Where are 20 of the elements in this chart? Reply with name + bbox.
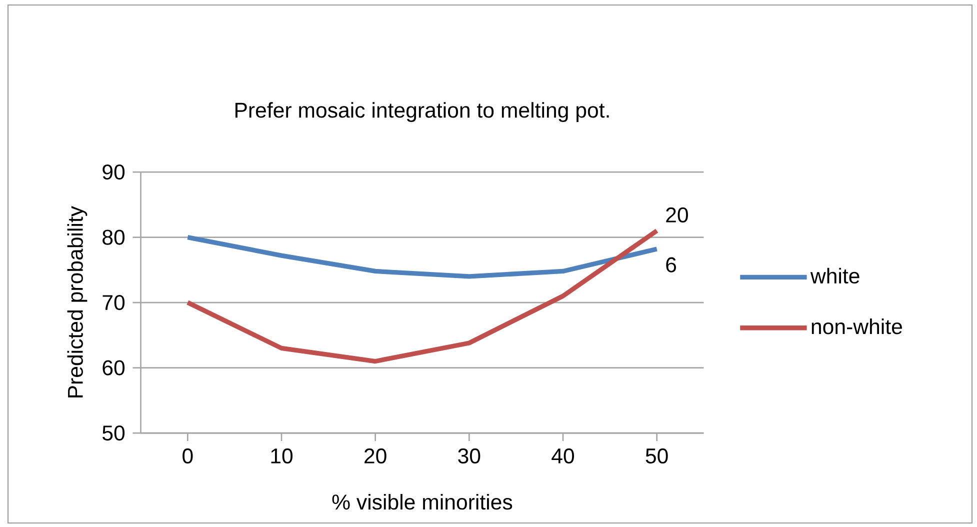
legend-label: non-white xyxy=(812,318,902,334)
line-series xyxy=(185,234,660,279)
x-tick-label: 50 xyxy=(646,448,668,464)
x-tick-label: 20 xyxy=(364,448,386,464)
y-tick-label: 50 xyxy=(102,425,125,441)
y-axis-title: Predicted probability xyxy=(67,206,88,398)
line-series xyxy=(185,228,660,364)
annotation: 6 xyxy=(666,257,676,272)
x-tick-label: 40 xyxy=(552,448,574,464)
annotation: 20 xyxy=(666,207,688,222)
y-tick-label: 90 xyxy=(102,164,125,180)
y-tick-label: 80 xyxy=(102,230,125,245)
x-tick-label: 0 xyxy=(182,448,193,464)
y-tick-label: 60 xyxy=(102,360,125,376)
chart-title: Prefer mosaic integration to melting pot. xyxy=(235,102,609,122)
y-tick-label: 70 xyxy=(102,294,125,310)
x-tick-label: 30 xyxy=(458,448,480,464)
legend-label: white xyxy=(810,268,860,284)
x-axis-title: % visible minorities xyxy=(332,494,512,510)
x-tick-label: 10 xyxy=(271,448,293,464)
